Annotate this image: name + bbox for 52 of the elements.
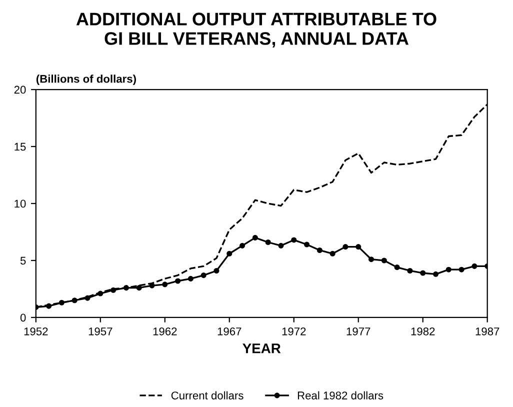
y-tick-label: 5 (20, 256, 26, 265)
point (214, 268, 220, 274)
point (188, 276, 194, 282)
point (58, 300, 64, 306)
x-tick-label: 1982 (411, 327, 435, 336)
point (472, 263, 478, 269)
point (278, 242, 284, 248)
point (432, 271, 439, 277)
point (226, 250, 232, 256)
legend-label: Current dollars (171, 391, 244, 400)
x-tick-label: 1987 (476, 327, 500, 336)
y-tick-label: 15 (14, 142, 26, 151)
point (123, 285, 129, 291)
legend-label: Real 1982 dollars (298, 391, 384, 400)
x-tick-label: 1962 (153, 327, 177, 336)
point (304, 242, 310, 248)
point (72, 298, 78, 304)
point (162, 282, 168, 288)
x-axis-title: YEAR (242, 344, 281, 354)
x-tick-label: 1957 (88, 327, 112, 336)
point (446, 266, 452, 272)
point (240, 242, 246, 248)
y-tick-label: 0 (20, 314, 26, 322)
x-tick-label: 1967 (218, 327, 242, 336)
point (200, 272, 206, 278)
point (330, 250, 336, 256)
point (381, 258, 387, 264)
point (356, 244, 362, 250)
point (252, 234, 258, 240)
point (316, 247, 322, 253)
y-tick-label: 20 (14, 86, 26, 94)
point (84, 295, 90, 301)
point (368, 256, 374, 262)
point (420, 270, 426, 276)
y-axis-title: (Billions of dollars) (36, 74, 136, 85)
point (407, 268, 413, 274)
point (291, 237, 297, 243)
point (394, 264, 400, 270)
point (458, 266, 464, 272)
x-tick-label: 1977 (346, 327, 370, 336)
point (265, 239, 271, 246)
y-tick-label: 10 (14, 200, 26, 208)
point (149, 282, 155, 288)
point (110, 287, 116, 293)
point (98, 290, 104, 296)
chart-title: ADDITIONAL OUTPUT ATTRIBUTABLE TO GI BILL VETERANS, ANNUAL DATA (76, 12, 436, 48)
x-tick-label: 1952 (24, 327, 48, 336)
point (136, 285, 142, 291)
point (46, 303, 52, 309)
point (175, 278, 181, 284)
point (342, 244, 348, 250)
x-tick-label: 1972 (282, 327, 306, 336)
